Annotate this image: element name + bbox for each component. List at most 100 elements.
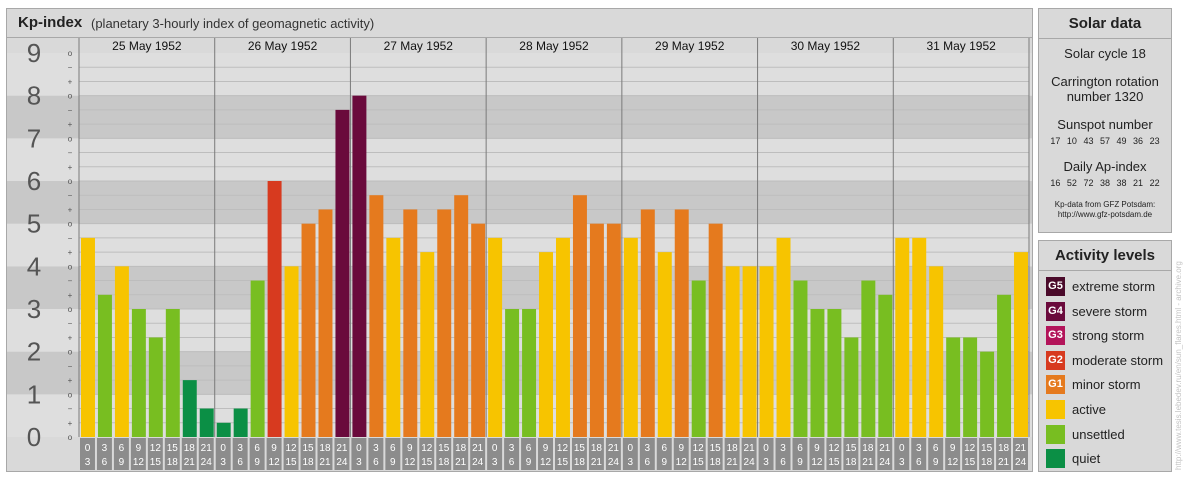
hour-cell: [334, 438, 350, 470]
hour-cell: [979, 438, 995, 470]
kp-band: [7, 181, 1032, 224]
kp-bar: [657, 252, 672, 437]
hour-cell: [724, 438, 740, 470]
kp-bar: [725, 266, 740, 437]
hour-end-label: 9: [526, 457, 532, 468]
kp-bar: [420, 252, 435, 437]
kp-bar: [793, 280, 808, 437]
sunspot-label: Sunspot number: [1057, 117, 1153, 132]
hour-start-label: 0: [899, 443, 905, 454]
hour-start-label: 0: [763, 443, 769, 454]
kp-index-panel: Kp-index (planetary 3-hourly index of ge…: [6, 8, 1033, 472]
activity-level-label: extreme storm: [1072, 279, 1156, 294]
kp-bar: [912, 237, 927, 437]
hour-cell: [504, 438, 520, 470]
source-link[interactable]: http://www.gfz-potsdam.de: [1057, 210, 1153, 219]
minor-tick-mark: o: [68, 134, 73, 143]
minor-tick-mark: +: [68, 248, 73, 257]
hour-end-label: 12: [676, 457, 688, 468]
ap-index-values: 16 52 72 38 38 21 22: [1039, 178, 1171, 188]
kp-bar: [301, 223, 316, 437]
hour-cell: [147, 438, 163, 470]
hour-cell: [215, 438, 231, 470]
kp-bar: [97, 294, 112, 437]
activity-levels-panel: Activity levels G5 extreme storm G4 severe …: [1038, 240, 1172, 472]
minor-tick-mark: +: [68, 205, 73, 214]
hour-cell: [249, 438, 265, 470]
hour-cell: [588, 438, 604, 470]
kp-bar: [216, 422, 231, 437]
hour-start-label: 15: [438, 443, 450, 454]
activity-level-swatch: G4: [1046, 301, 1065, 321]
hour-start-label: 6: [254, 443, 260, 454]
hour-cell: [521, 438, 537, 470]
hour-cell: [843, 438, 859, 470]
hour-cell: [877, 438, 893, 470]
y-tick-label: 4: [27, 251, 41, 281]
hour-end-label: 9: [933, 457, 939, 468]
hour-end-label: 6: [645, 457, 651, 468]
hour-cell: [639, 438, 655, 470]
source-line-1: Kp-data from GFZ Potsdam:: [1054, 200, 1156, 209]
hour-cell: [80, 438, 95, 470]
minor-tick-mark: +: [68, 291, 73, 300]
kp-bar: [250, 280, 265, 437]
kp-bar: [199, 408, 214, 437]
hour-end-label: 12: [133, 457, 145, 468]
kp-bar: [589, 223, 604, 437]
hour-cell: [792, 438, 808, 470]
activity-level-swatch: [1046, 400, 1065, 419]
hour-start-label: 3: [916, 443, 922, 454]
kp-bar: [233, 408, 248, 437]
hour-start-label: 12: [150, 443, 162, 454]
kp-bar: [131, 309, 146, 437]
hour-cell: [911, 438, 927, 470]
hour-start-label: 15: [845, 443, 857, 454]
hour-cell: [300, 438, 316, 470]
day-label: 27 May 1952: [384, 39, 454, 53]
sunspot-value: 23: [1149, 136, 1160, 146]
hour-start-label: 18: [862, 443, 874, 454]
hour-cell: [436, 438, 452, 470]
hour-end-label: 24: [879, 457, 891, 468]
y-tick-label: 0: [27, 422, 41, 452]
sunspot-value: 10: [1066, 136, 1077, 146]
kp-bar: [844, 337, 859, 437]
hour-end-label: 3: [85, 457, 91, 468]
hour-start-label: 12: [828, 443, 840, 454]
archive-credit: http://www.tesis.lebedev.ru/en/sun_flare…: [1174, 261, 1183, 470]
hour-cell: [470, 438, 486, 470]
hour-start-label: 9: [271, 443, 277, 454]
hour-end-label: 9: [797, 457, 803, 468]
hour-cell: [945, 438, 961, 470]
kp-bar: [148, 337, 163, 437]
kp-bar: [980, 351, 995, 437]
day-label: 31 May 1952: [926, 39, 996, 53]
kp-bar: [522, 309, 537, 437]
hour-end-label: 6: [916, 457, 922, 468]
minor-tick-mark: −: [68, 191, 73, 200]
kp-bar: [352, 95, 367, 438]
solar-data-panel: Solar data Solar cycle 18 Carrington rot…: [1038, 8, 1172, 233]
minor-tick-mark: +: [68, 77, 73, 86]
hour-end-label: 21: [727, 457, 739, 468]
hour-end-label: 3: [220, 457, 226, 468]
hour-start-label: 12: [964, 443, 976, 454]
hour-start-label: 0: [356, 443, 362, 454]
kp-bar: [81, 237, 95, 437]
hour-end-label: 12: [404, 457, 416, 468]
kp-bar: [776, 237, 791, 437]
kp-band: [7, 53, 1032, 96]
y-tick-label: 9: [27, 38, 41, 68]
minor-tick-mark: +: [68, 163, 73, 172]
hour-cell: [113, 438, 129, 470]
hour-end-label: 12: [811, 457, 823, 468]
activity-level-label: active: [1072, 402, 1106, 417]
hour-end-label: 6: [373, 457, 379, 468]
hour-cell: [928, 438, 944, 470]
hour-start-label: 18: [727, 443, 739, 454]
kp-bar: [827, 309, 842, 437]
hour-start-label: 15: [574, 443, 586, 454]
hour-end-label: 18: [167, 457, 179, 468]
kp-band: [7, 95, 1032, 139]
